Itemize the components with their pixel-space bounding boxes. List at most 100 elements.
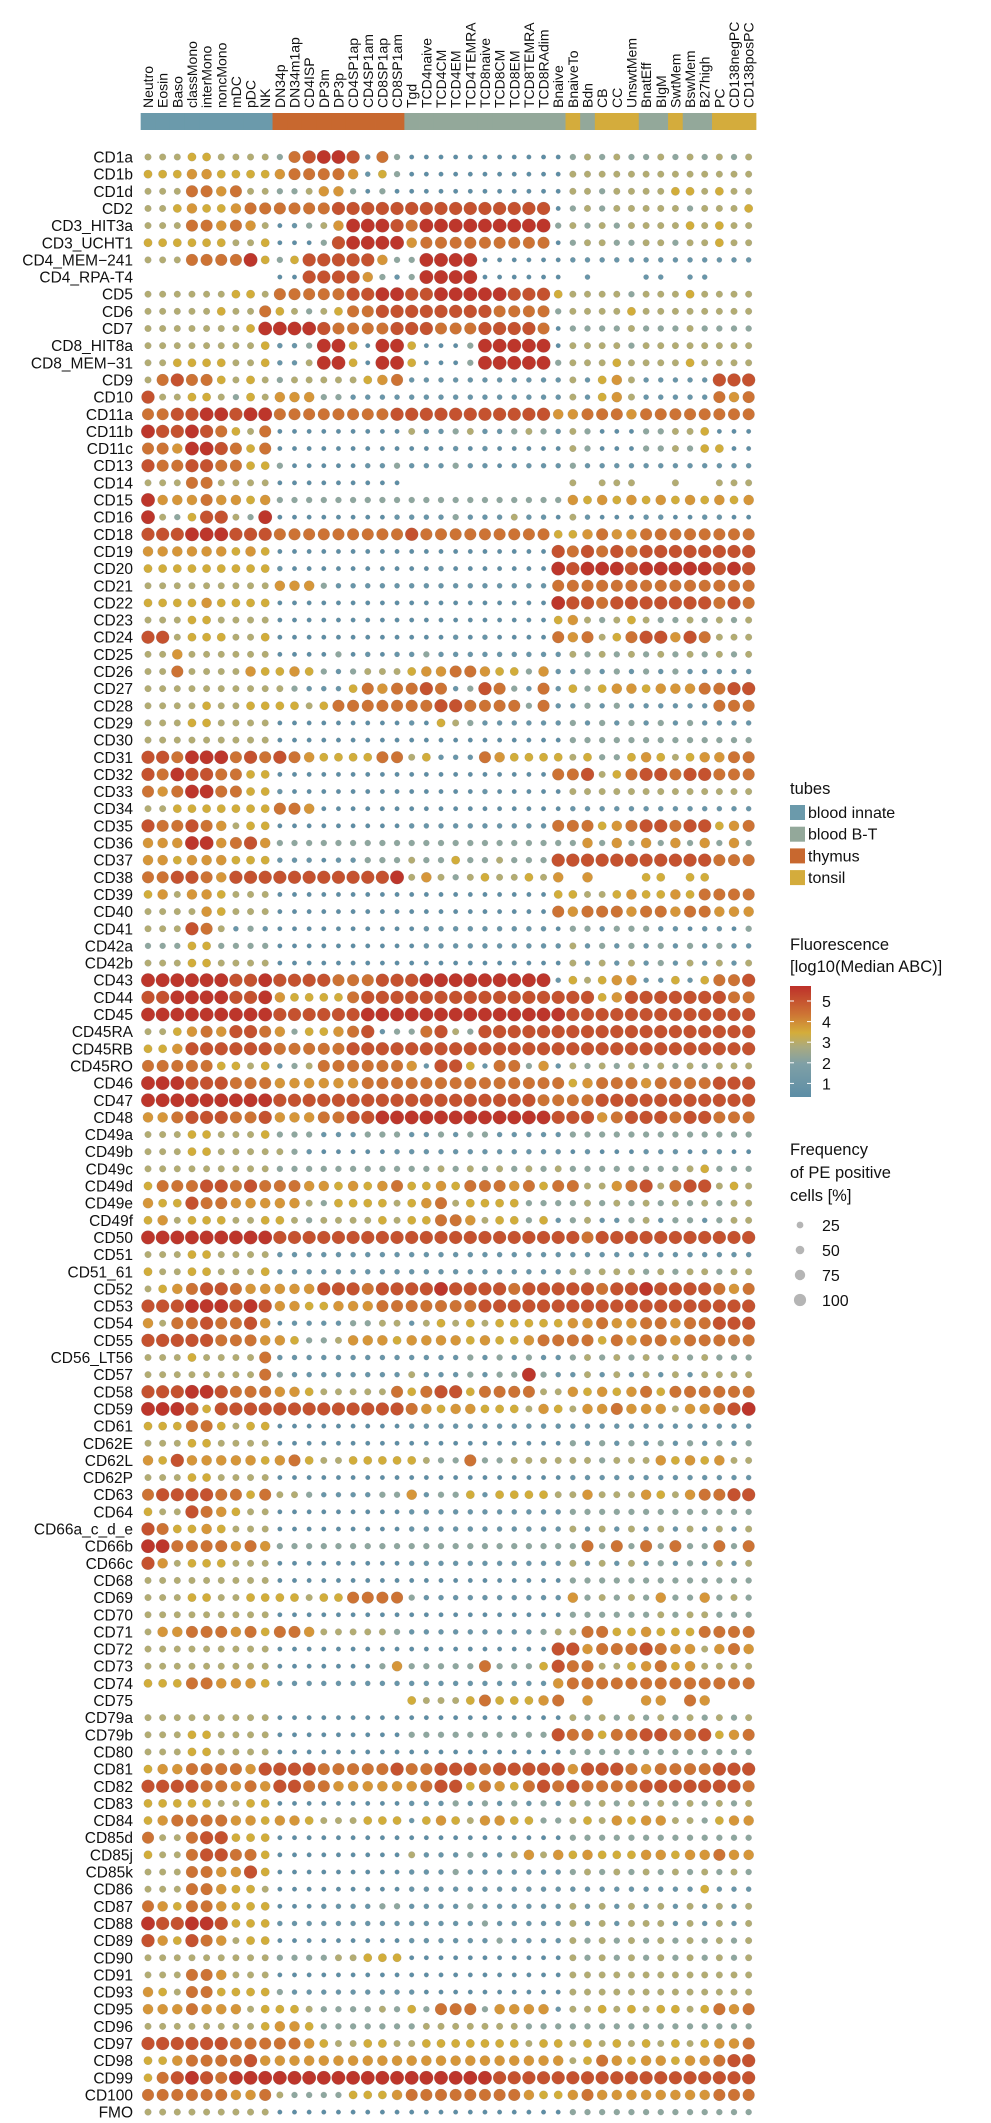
dot bbox=[232, 1559, 240, 1567]
dot bbox=[321, 960, 327, 966]
dot bbox=[745, 805, 752, 812]
dot bbox=[391, 2055, 403, 2066]
dot bbox=[482, 1612, 488, 1618]
dot bbox=[643, 462, 649, 469]
dot bbox=[346, 2070, 361, 2085]
dot bbox=[482, 806, 488, 812]
dot bbox=[537, 1094, 550, 1107]
dot bbox=[273, 1230, 287, 1245]
dot bbox=[305, 1062, 313, 1070]
dot bbox=[365, 1938, 371, 1944]
dot bbox=[273, 973, 287, 987]
dot bbox=[701, 325, 708, 332]
dot bbox=[390, 1093, 404, 1107]
dot bbox=[453, 909, 459, 915]
dot bbox=[465, 1490, 475, 1500]
dot bbox=[613, 668, 621, 675]
dot bbox=[333, 220, 344, 231]
dot bbox=[495, 1696, 505, 1705]
dot bbox=[246, 1798, 256, 1808]
dot bbox=[745, 359, 753, 367]
dot bbox=[188, 324, 196, 333]
dot bbox=[291, 943, 298, 949]
dot bbox=[599, 668, 606, 675]
dot bbox=[613, 1714, 621, 1721]
dot bbox=[434, 304, 448, 319]
dot bbox=[159, 1971, 167, 1979]
dot bbox=[391, 2089, 403, 2101]
dot bbox=[173, 342, 181, 350]
dot bbox=[423, 582, 430, 589]
dot bbox=[700, 1455, 710, 1465]
dot bbox=[482, 1680, 488, 1687]
dot bbox=[173, 1662, 181, 1670]
dot bbox=[525, 1217, 533, 1224]
dot bbox=[202, 615, 212, 625]
dot bbox=[394, 1852, 400, 1858]
dot bbox=[448, 990, 463, 1005]
dot bbox=[628, 153, 635, 161]
dot bbox=[232, 1251, 240, 1259]
dot bbox=[434, 990, 448, 1005]
dot bbox=[493, 305, 506, 318]
dot bbox=[625, 579, 638, 592]
dot bbox=[540, 839, 547, 847]
row-label: CD93 bbox=[93, 1985, 133, 2002]
dot bbox=[568, 684, 578, 694]
dot bbox=[171, 443, 183, 454]
dot bbox=[291, 789, 298, 795]
dot bbox=[379, 1491, 386, 1498]
dot bbox=[598, 1182, 606, 1190]
dot bbox=[452, 1731, 459, 1739]
dot bbox=[612, 1627, 622, 1637]
dot bbox=[377, 1215, 387, 1225]
dot bbox=[171, 1626, 183, 1638]
dot bbox=[745, 307, 753, 315]
dot bbox=[686, 170, 694, 178]
dot bbox=[584, 1251, 591, 1258]
dot bbox=[584, 1474, 591, 1481]
dot bbox=[438, 1715, 444, 1721]
dot bbox=[628, 719, 635, 727]
dot bbox=[672, 257, 679, 263]
dot bbox=[199, 407, 214, 422]
dot bbox=[613, 307, 621, 315]
dot bbox=[291, 1989, 298, 1995]
dot bbox=[525, 1199, 533, 1207]
dot bbox=[541, 188, 547, 194]
dot bbox=[552, 579, 565, 592]
dot bbox=[423, 1835, 429, 1841]
dot bbox=[185, 1076, 199, 1090]
dot bbox=[390, 528, 404, 541]
dot bbox=[394, 1920, 400, 1927]
dot bbox=[155, 1487, 170, 1502]
row-label: CD10 bbox=[93, 390, 133, 407]
dot bbox=[364, 496, 371, 504]
dot bbox=[409, 446, 415, 452]
dot bbox=[170, 1007, 185, 1022]
dot bbox=[394, 188, 400, 194]
dot bbox=[611, 2089, 623, 2101]
dot bbox=[612, 632, 622, 642]
dot bbox=[260, 821, 270, 831]
dot bbox=[199, 784, 214, 799]
dot bbox=[627, 1268, 636, 1276]
dot bbox=[306, 771, 312, 777]
dot bbox=[393, 2005, 401, 2013]
row-label: CD49a bbox=[85, 1127, 134, 1144]
dot bbox=[453, 960, 459, 966]
dot bbox=[335, 651, 342, 658]
dot bbox=[581, 1677, 594, 1690]
dot bbox=[229, 253, 243, 267]
dot bbox=[628, 1251, 635, 1258]
dot bbox=[511, 1526, 518, 1532]
dot bbox=[188, 2108, 196, 2116]
dot bbox=[172, 855, 182, 865]
dot bbox=[319, 2039, 329, 2048]
dot bbox=[728, 1283, 740, 1295]
dot bbox=[202, 1558, 212, 1568]
dot bbox=[626, 1403, 637, 1415]
dot bbox=[493, 236, 506, 249]
dot bbox=[375, 1230, 390, 1245]
dot bbox=[260, 1627, 270, 1637]
